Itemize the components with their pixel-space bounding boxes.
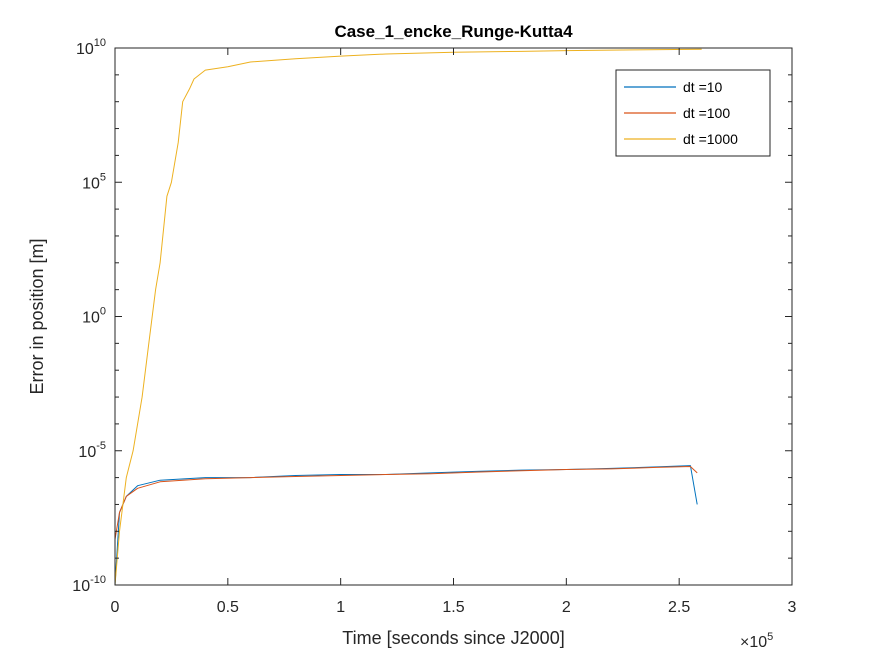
x-tick-label: 3 [788,599,797,616]
x-axis: 0 0.5 1 1.5 2 2.5 3 [111,48,797,616]
chart-title: Case_1_encke_Runge-Kutta4 [334,22,573,41]
legend-label: dt =100 [683,105,730,121]
y-tick-label: 105 [82,171,106,192]
x-axis-multiplier: ×105 [740,631,773,651]
x-tick-label: 2 [562,599,571,616]
y-tick-base: 10 [76,41,94,58]
series-line-3 [114,48,702,586]
series-line-2 [114,466,698,540]
y-tick-exponent: 0 [100,306,106,318]
x-axis-label: Time [seconds since J2000] [342,628,564,648]
y-tick-label: 1010 [76,37,106,58]
x-tick-label: 0.5 [217,599,239,616]
y-tick-label: 10-10 [72,574,106,595]
y-tick-base: 10 [72,578,90,595]
x-multiplier-base: ×10 [740,634,767,651]
y-tick-base: 10 [78,444,96,461]
x-tick-label: 1.5 [442,599,464,616]
series-layer [114,48,702,586]
y-tick-exponent: -10 [90,574,106,586]
legend-label: dt =10 [683,79,723,95]
legend: dt =10 dt =100 dt =1000 [615,69,771,157]
y-tick-label: 100 [82,306,106,327]
x-tick-label: 1 [336,599,345,616]
y-tick-exponent: 10 [94,37,106,49]
x-tick-label: 2.5 [668,599,690,616]
y-tick-exponent: -5 [96,440,106,452]
y-tick-base: 10 [82,310,100,327]
x-multiplier-exponent: 5 [767,631,773,643]
y-tick-exponent: 5 [100,171,106,183]
y-axis-label: Error in position [m] [27,238,47,394]
legend-label: dt =1000 [683,131,738,147]
y-tick-base: 10 [82,175,100,192]
x-tick-label: 0 [111,599,120,616]
y-tick-label: 10-5 [78,440,106,461]
